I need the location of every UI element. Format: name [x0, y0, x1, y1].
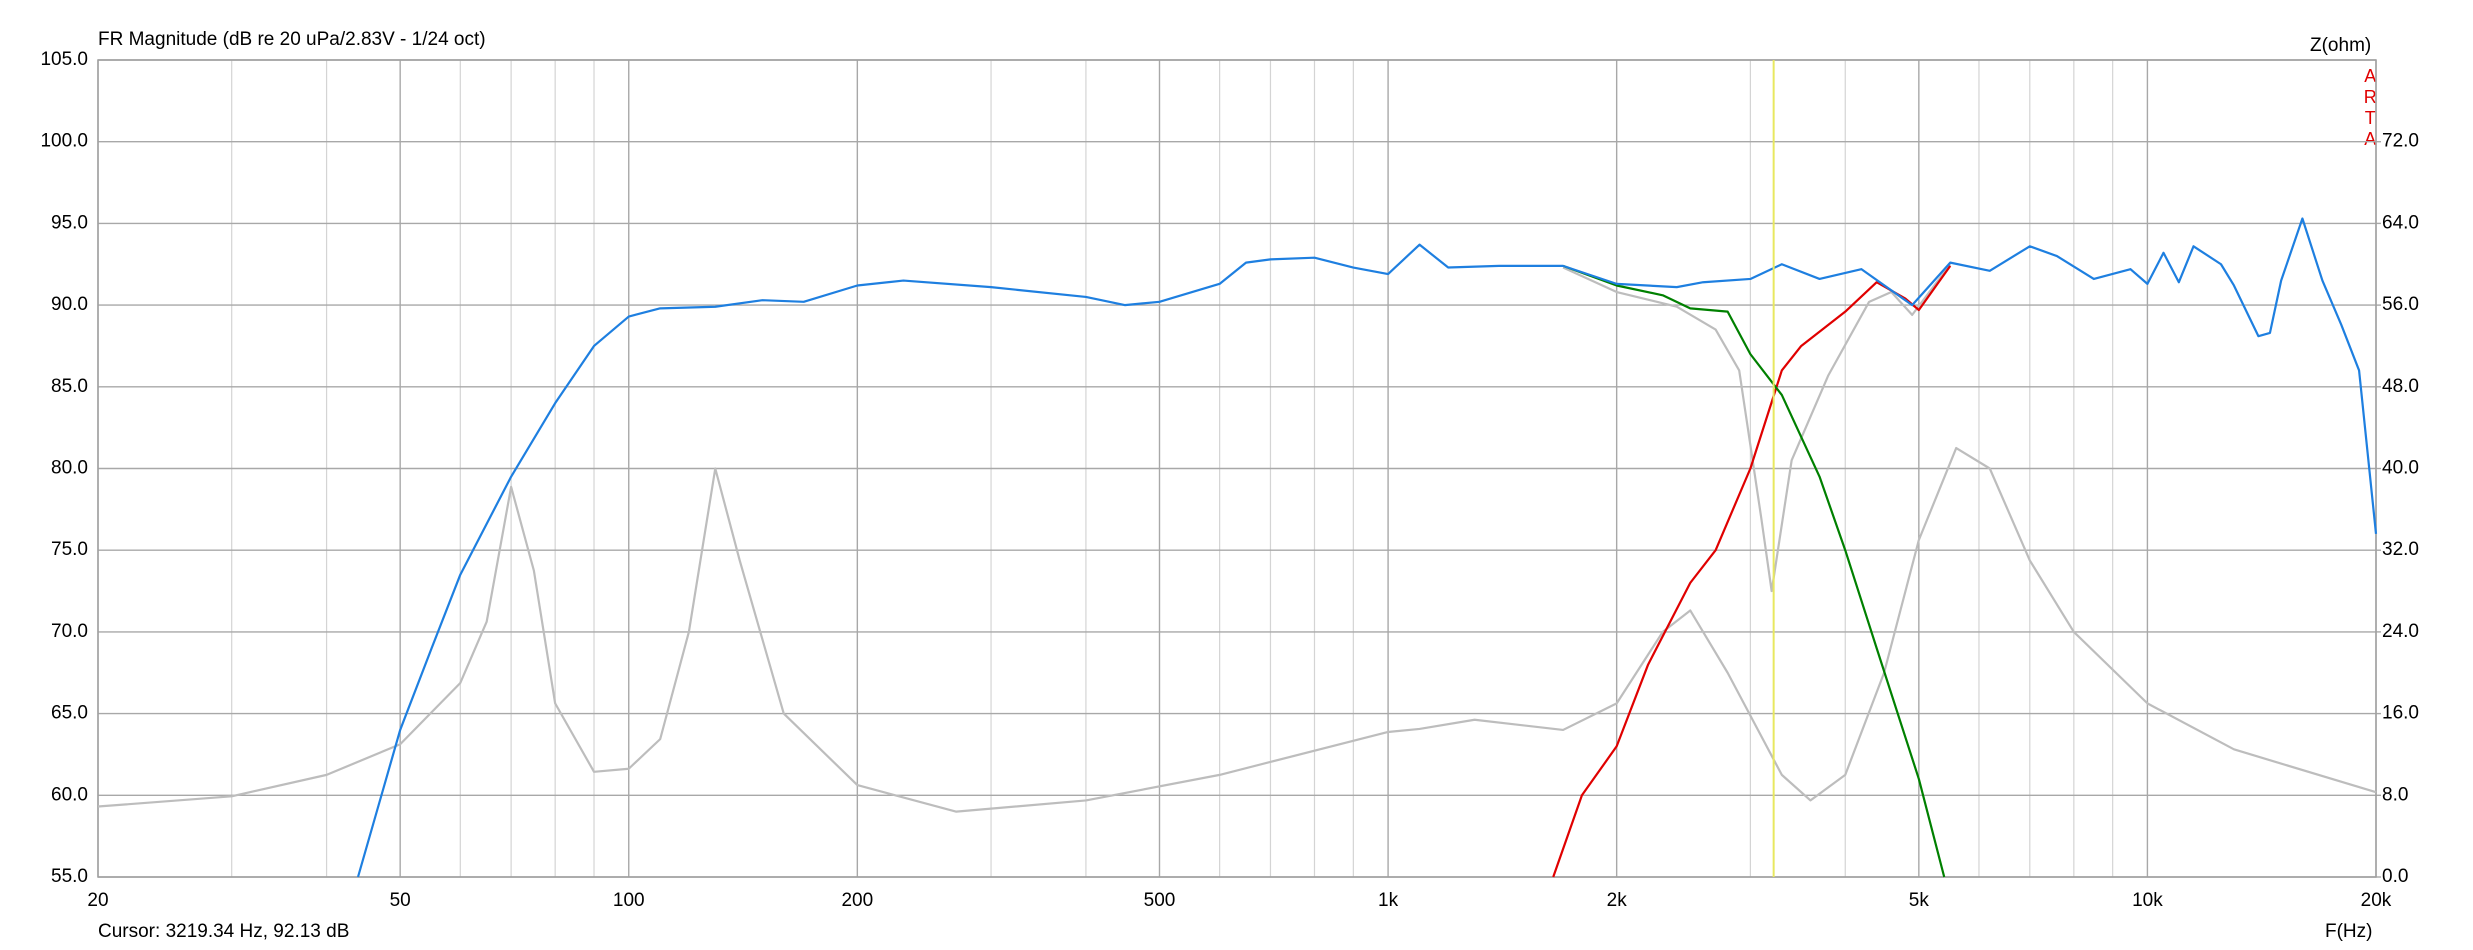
y-tick-label: 95.0	[51, 212, 88, 233]
y-tick-label: 75.0	[51, 539, 88, 560]
y2-tick-label: 48.0	[2382, 376, 2419, 397]
y2-tick-label: 24.0	[2382, 621, 2419, 642]
y-tick-label: 70.0	[51, 621, 88, 642]
series-line	[97, 446, 2377, 813]
y2-tick-label: 0.0	[2382, 866, 2408, 887]
x-tick-label: 20	[87, 890, 108, 911]
y2-axis-label: Z(ohm)	[2310, 35, 2371, 56]
y2-tick-label: 16.0	[2382, 703, 2419, 724]
y-tick-label: 55.0	[51, 866, 88, 887]
chart-title: FR Magnitude (dB re 20 uPa/2.83V - 1/24 …	[98, 29, 486, 50]
x-tick-label: 1k	[1378, 890, 1399, 911]
x-tick-label: 2k	[1607, 890, 1628, 911]
x-tick-label: 20k	[2361, 890, 2392, 911]
series-line	[1562, 263, 1952, 593]
x-tick-label: 100	[613, 890, 645, 911]
series-line	[356, 217, 2378, 878]
y2-tick-label: 72.0	[2382, 131, 2419, 152]
x-tick-label: 200	[841, 890, 873, 911]
y2-tick-label: 40.0	[2382, 458, 2419, 479]
y2-tick-label: 64.0	[2382, 212, 2419, 233]
y-tick-label: 100.0	[40, 131, 88, 152]
x-tick-label: 10k	[2132, 890, 2163, 911]
cursor-readout: Cursor: 3219.34 Hz, 92.13 dB	[98, 921, 349, 942]
x-tick-label: 5k	[1909, 890, 1930, 911]
y-tick-label: 105.0	[40, 49, 88, 70]
x-axis-label: F(Hz)	[2325, 921, 2372, 942]
y-tick-label: 85.0	[51, 376, 88, 397]
y-tick-label: 60.0	[51, 784, 88, 805]
y2-tick-label: 56.0	[2382, 294, 2419, 315]
y-tick-label: 90.0	[51, 294, 88, 315]
series-line	[1562, 264, 1946, 878]
x-tick-label: 50	[390, 890, 411, 911]
y-tick-label: 80.0	[51, 458, 88, 479]
y-tick-label: 65.0	[51, 703, 88, 724]
x-tick-label: 500	[1144, 890, 1176, 911]
y2-tick-label: 32.0	[2382, 539, 2419, 560]
y2-tick-label: 8.0	[2382, 784, 2408, 805]
plot-frame	[97, 59, 2377, 878]
watermark: ARTA	[2360, 66, 2380, 150]
